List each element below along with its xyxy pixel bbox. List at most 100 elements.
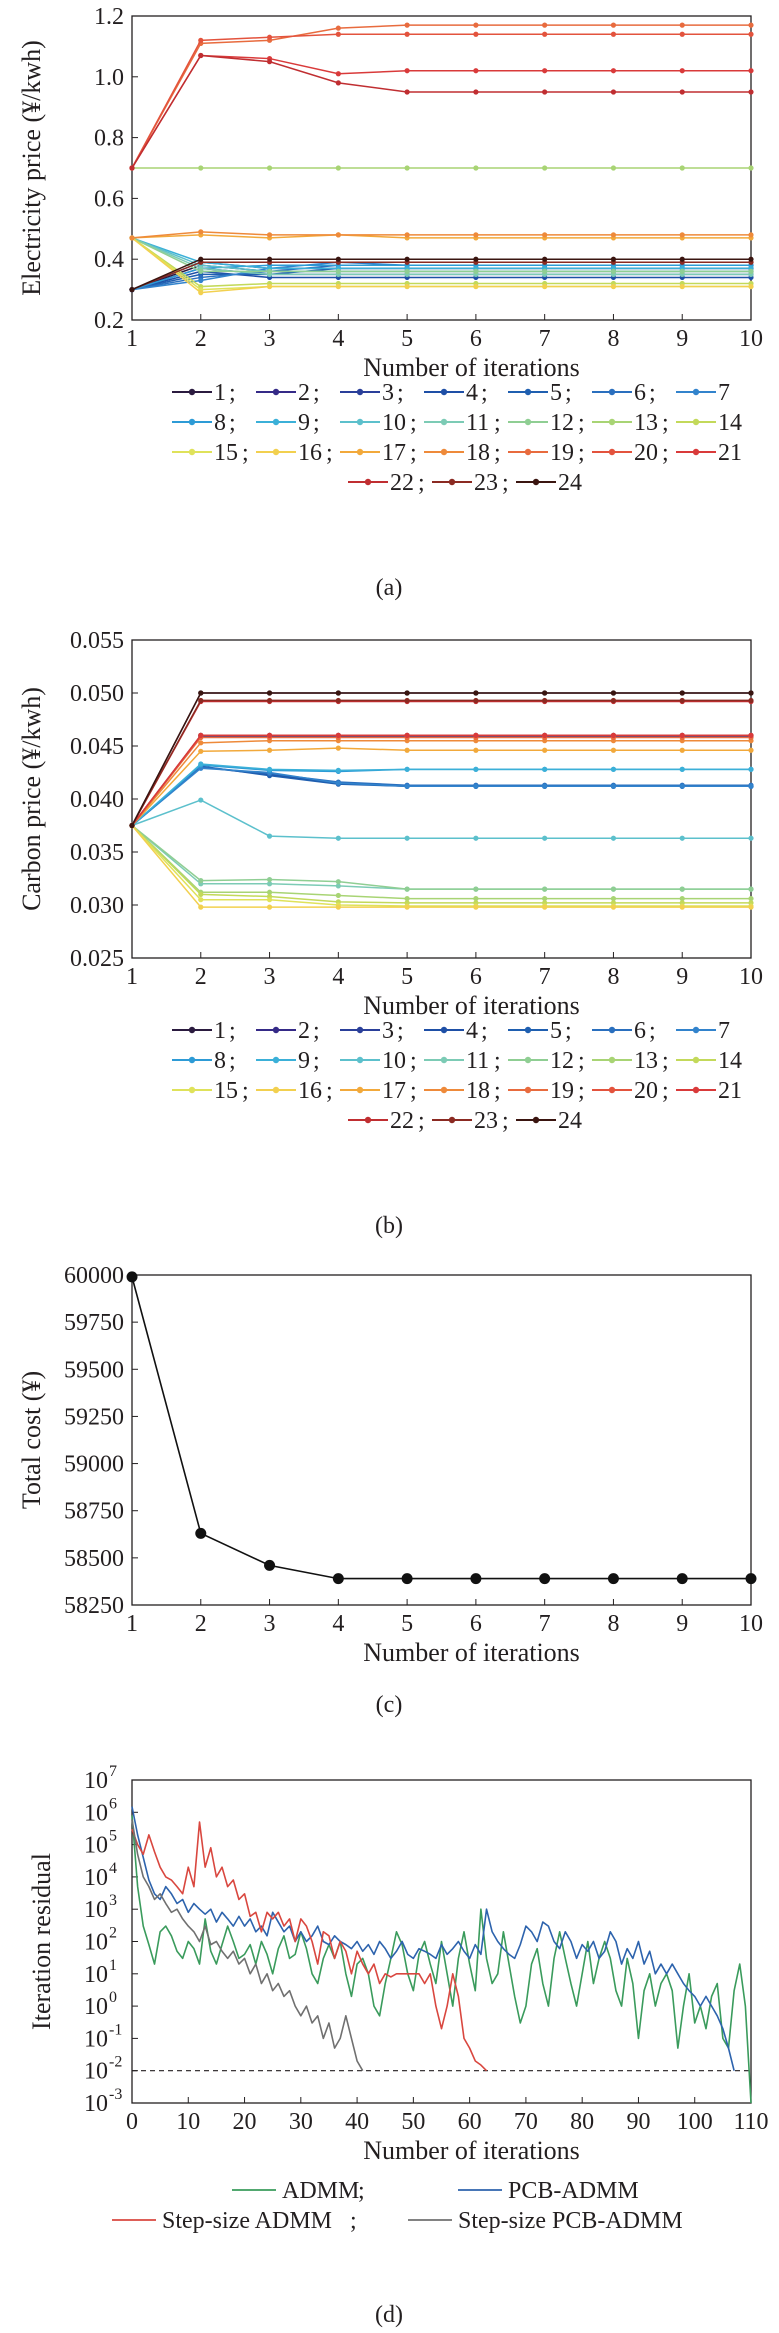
y-tick-exponent: -2 (109, 2054, 122, 2071)
legend-entry-8: 8; (172, 1048, 236, 1074)
data-point (266, 833, 273, 839)
legend-entry-17: 17; (340, 440, 417, 466)
legend-marker (188, 418, 196, 426)
legend-marker (692, 1056, 700, 1064)
x-tick-label: 7 (539, 1611, 551, 1637)
y-tick-label: 0.025 (70, 946, 124, 972)
data-point (473, 268, 479, 274)
legend-entry-8: 8; (172, 410, 236, 436)
legend-separator: ; (494, 410, 501, 436)
series-22 (129, 52, 754, 171)
data-point (404, 31, 410, 37)
legend-separator: ; (313, 1018, 320, 1044)
series-line (131, 1821, 488, 2072)
series-line (131, 1806, 735, 2071)
legend-entry-22: 22; (348, 470, 425, 496)
data-point (198, 37, 204, 43)
x-tick-label: 2 (195, 326, 207, 352)
y-tick-exponent: 6 (109, 1795, 117, 1812)
legend-marker (608, 1056, 616, 1064)
y-tick-label: 59750 (64, 1310, 124, 1336)
legend-entry-15: 15; (172, 440, 249, 466)
legend-entry-10: 10; (340, 410, 417, 436)
data-point (404, 766, 410, 772)
series-6 (129, 764, 754, 829)
legend-separator: ; (397, 380, 404, 406)
y-tick-base: 10 (84, 1865, 108, 1891)
legend-label: 9 (298, 1048, 310, 1074)
series-14 (129, 822, 754, 906)
data-point (610, 268, 617, 274)
x-tick-label: 4 (332, 326, 344, 352)
y-tick-label: 10 2 (84, 1925, 117, 1956)
legend-separator: ; (502, 1108, 509, 1134)
series-line (131, 824, 751, 890)
legend-label: ADMM (282, 2178, 359, 2204)
data-point (748, 766, 754, 772)
series-line (131, 24, 751, 169)
series-line (131, 237, 751, 273)
data-point (610, 68, 617, 74)
legend-marker (608, 418, 616, 426)
data-point (473, 256, 479, 262)
data-point (404, 268, 410, 274)
legend-marker (356, 1026, 364, 1034)
y-tick-label: 58750 (64, 1499, 124, 1525)
legend-label: 14 (718, 1048, 742, 1074)
series-11 (129, 822, 754, 892)
legend-marker (692, 448, 700, 456)
y-tick-exponent: 4 (109, 1860, 117, 1877)
y-tick-label: 58500 (64, 1546, 124, 1572)
series-line (131, 735, 751, 826)
data-point (679, 268, 685, 274)
series-line (131, 261, 751, 291)
data-point (679, 747, 685, 753)
data-point (748, 89, 754, 95)
series-line (131, 799, 751, 839)
legend-entry-13: 13; (592, 1048, 669, 1074)
legend-entry-24: 24 (516, 1108, 582, 1134)
y-tick-label: 0.045 (70, 734, 124, 760)
legend-entry-step-size-admm: Step-size ADMM (112, 2208, 332, 2234)
legend-separator: ; (313, 410, 320, 436)
data-point (401, 1573, 413, 1585)
data-point (473, 886, 479, 892)
series-line (131, 700, 751, 826)
legend-marker (440, 388, 448, 396)
series-line (131, 699, 751, 826)
x-tick-label: 5 (401, 1611, 413, 1637)
x-tick-label: 3 (264, 964, 276, 990)
data-point (542, 732, 548, 739)
legend-label: PCB-ADMM (508, 2178, 639, 2204)
legend-marker (356, 1086, 364, 1094)
legend-label: 23 (474, 470, 498, 496)
data-point (335, 780, 341, 786)
data-point (748, 896, 754, 902)
data-point (679, 68, 685, 74)
data-point (198, 732, 204, 739)
series-pcb-admm (131, 1806, 735, 2071)
legend-label: 4 (466, 1018, 478, 1044)
data-point (473, 31, 479, 37)
legend-entry-6: 6; (592, 380, 656, 406)
legend-label: 10 (382, 1048, 406, 1074)
legend-label: 1 (214, 1018, 226, 1044)
legend-separator: ; (494, 440, 501, 466)
y-tick-label: 59500 (64, 1357, 124, 1383)
x-tick-label: 5 (401, 964, 413, 990)
data-point (610, 835, 617, 841)
data-point (542, 886, 548, 892)
data-point (198, 748, 204, 754)
data-point (610, 31, 617, 37)
data-point (198, 256, 204, 262)
data-point (610, 697, 617, 704)
data-point (679, 165, 685, 171)
legend-entry-12: 12; (508, 410, 585, 436)
legend-separator: ; (313, 380, 320, 406)
data-point (748, 904, 754, 910)
data-point (748, 31, 754, 37)
legend-marker (440, 418, 448, 426)
data-point (198, 165, 204, 171)
series-9 (129, 761, 754, 829)
data-point (473, 165, 479, 171)
